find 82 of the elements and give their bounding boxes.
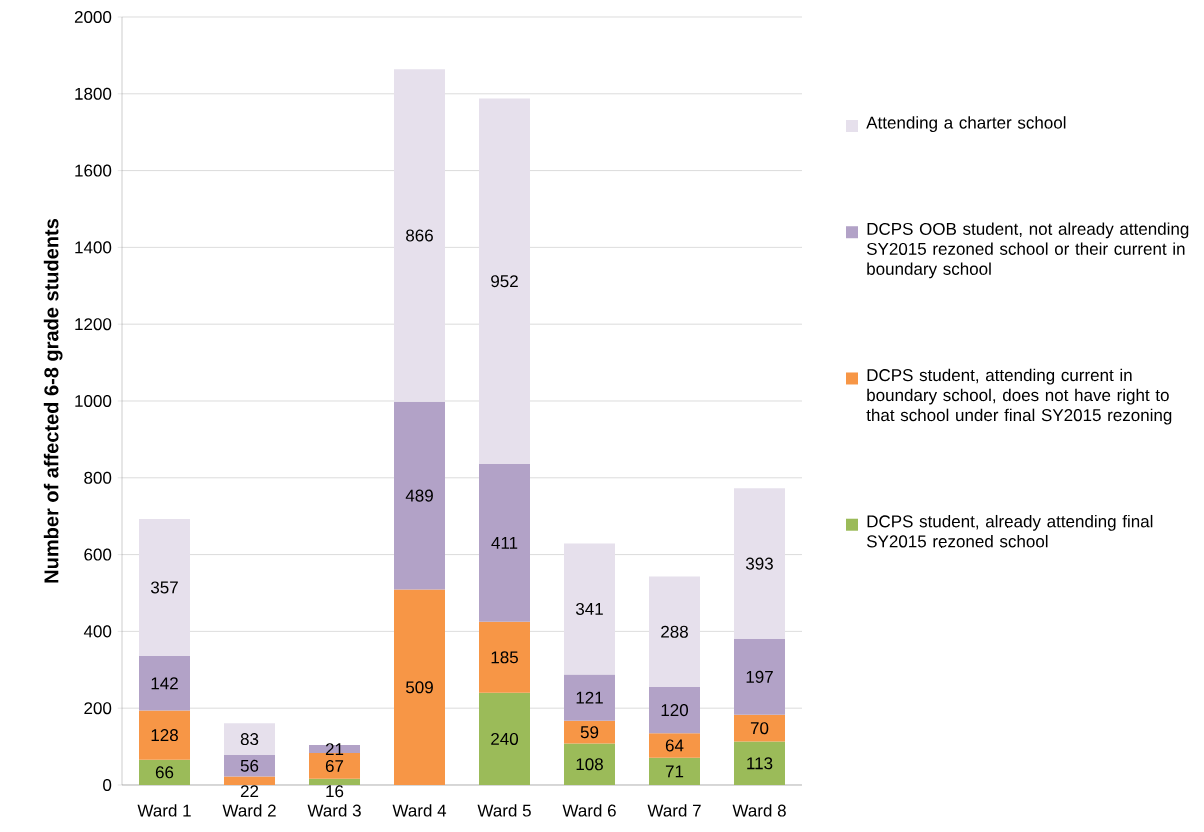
data-label: 22: [240, 785, 259, 798]
y-tick-label: 1200: [75, 318, 112, 331]
data-label: 341: [575, 602, 603, 615]
data-label: 120: [661, 704, 689, 717]
bar: [139, 518, 191, 656]
legend-label: DCPS student, attending current in boundary school, does not have right to that school under final SY2015 rezoning: [866, 368, 1172, 425]
x-tick-label: Ward 2: [222, 804, 276, 817]
data-label: 142: [151, 677, 178, 690]
data-label: 70: [750, 722, 769, 735]
x-tick-label: Ward 8: [732, 804, 786, 817]
bar: [479, 692, 530, 785]
bar: [224, 776, 276, 785]
x-tick-label: Ward 4: [392, 804, 447, 817]
legend-label: DCPS OOB student, not already attending SY2015 rezoned school or their current in boundary school: [866, 222, 1189, 279]
bar: [139, 655, 191, 711]
bar: [479, 463, 530, 622]
data-label: 64: [665, 739, 684, 752]
bar: [734, 639, 785, 715]
bar: [479, 621, 530, 693]
data-label: 128: [151, 729, 178, 742]
x-tick-label: Ward 7: [647, 804, 701, 817]
bar: [734, 741, 785, 785]
data-label: 489: [405, 489, 433, 502]
legend-label: DCPS student, already attending final SY2015 rezoned school: [866, 514, 1153, 548]
data-label: 56: [240, 759, 259, 772]
y-tick-label: 600: [84, 548, 112, 561]
bar: [734, 488, 785, 640]
bar: [394, 401, 446, 590]
bar: [139, 759, 191, 785]
bar: [309, 753, 361, 779]
data-label: 113: [747, 757, 773, 770]
y-axis-title: Number of affected 6-8 grade students: [43, 219, 63, 583]
data-label: 59: [580, 726, 599, 739]
bar: [309, 745, 361, 754]
y-tick-label: 800: [84, 471, 112, 484]
bar: [139, 710, 191, 760]
data-label: 108: [576, 758, 603, 771]
data-label: 288: [661, 625, 688, 638]
bar: [224, 723, 276, 756]
x-tick-label: Ward 5: [477, 804, 531, 817]
bar: [479, 98, 530, 464]
bar: [649, 576, 700, 688]
bar: [564, 720, 615, 744]
x-tick-label: Ward 6: [562, 804, 616, 817]
data-label: 509: [406, 681, 433, 694]
bar: [564, 543, 615, 675]
bar: [649, 687, 700, 734]
data-label: 121: [576, 691, 603, 704]
y-tick-label: 400: [83, 625, 112, 638]
bar: [564, 674, 615, 721]
y-tick-label: 2000: [74, 10, 112, 24]
bar: [734, 714, 785, 742]
data-label: 357: [150, 581, 178, 594]
bar: [649, 757, 700, 785]
data-label: 411: [491, 537, 518, 549]
bar: [394, 589, 446, 785]
bar: [309, 778, 361, 785]
data-label: 16: [326, 785, 344, 798]
data-label: 66: [155, 766, 174, 779]
y-tick-label: 1000: [75, 394, 112, 408]
y-tick-label: 1400: [75, 241, 112, 254]
data-label: 866: [406, 229, 433, 242]
y-tick-label: 200: [84, 702, 112, 715]
data-label: 67: [325, 759, 344, 772]
y-tick-label: 1800: [75, 87, 112, 100]
bar: [564, 743, 615, 785]
data-label: 393: [745, 557, 773, 570]
data-label: 185: [491, 651, 518, 664]
y-tick-label: 0: [103, 778, 112, 792]
data-label: 71: [665, 765, 684, 778]
y-tick-label: 1600: [75, 164, 112, 177]
data-label: 21: [325, 743, 344, 756]
bar: [224, 755, 276, 777]
data-label: 197: [746, 670, 773, 683]
data-label: 83: [240, 733, 259, 746]
data-label: 240: [491, 732, 519, 745]
x-tick-label: Ward 3: [307, 804, 361, 817]
data-label: 952: [491, 275, 518, 288]
bar: [394, 69, 446, 402]
x-tick-label: Ward 1: [137, 804, 191, 817]
legend-label: Attending a charter school: [866, 116, 1066, 133]
bar: [649, 733, 700, 758]
